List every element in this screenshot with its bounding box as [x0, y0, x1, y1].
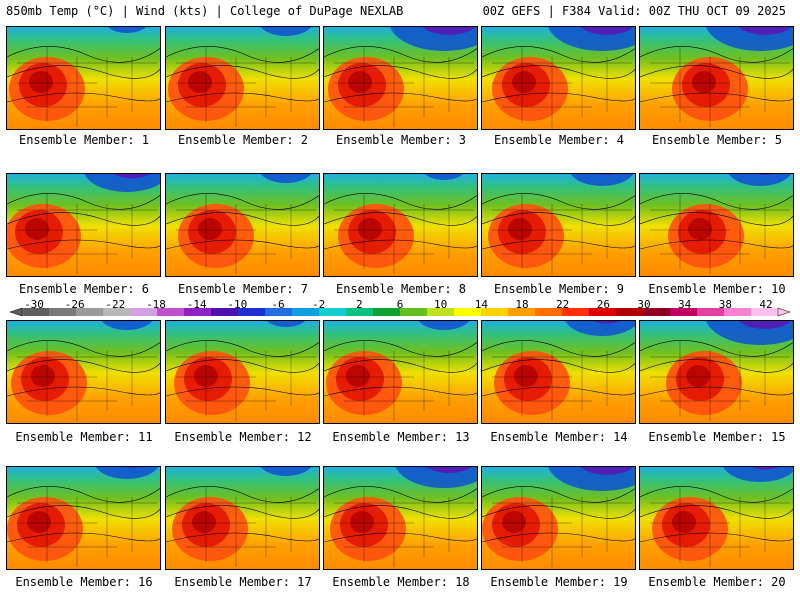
member-caption-11: Ensemble Member: 11: [15, 430, 153, 444]
member-map-6: [6, 173, 161, 277]
colorbar-tick-label: 2: [356, 298, 363, 311]
member-map-7: [165, 173, 320, 277]
colorbar-swatch: [427, 308, 455, 316]
colorbar-tick-label: -14: [186, 298, 207, 311]
member-caption-14: Ensemble Member: 14: [490, 430, 628, 444]
member-map-19: [481, 466, 636, 570]
colorbar-swatch: [562, 308, 590, 316]
colorbar-swatch: [643, 308, 671, 316]
member-caption-16: Ensemble Member: 16: [15, 575, 153, 589]
colorbar-swatch: [211, 308, 239, 316]
colorbar-swatch: [697, 308, 725, 316]
member-map-11: [6, 320, 161, 424]
member-map-1: [6, 26, 161, 130]
colorbar-tick-label: -30: [24, 298, 44, 311]
temperature-colorbar: [9, 307, 791, 317]
member-caption-19: Ensemble Member: 19: [490, 575, 628, 589]
member-caption-13: Ensemble Member: 13: [332, 430, 470, 444]
colorbar-swatch: [373, 308, 401, 316]
member-caption-12: Ensemble Member: 12: [174, 430, 312, 444]
colorbar-swatch: [508, 308, 536, 316]
colorbar-tick-label: 18: [515, 298, 529, 311]
member-map-9: [481, 173, 636, 277]
member-map-20: [639, 466, 794, 570]
member-caption-20: Ensemble Member: 20: [648, 575, 786, 589]
colorbar-swatch: [319, 308, 347, 316]
member-map-16: [6, 466, 161, 570]
colorbar-swatch: [670, 308, 698, 316]
colorbar-swatch: [76, 308, 104, 316]
colorbar-swatch: [238, 308, 266, 316]
colorbar-swatch: [481, 308, 509, 316]
member-map-3: [323, 26, 478, 130]
colorbar-tick-label: -22: [105, 298, 126, 311]
member-caption-15: Ensemble Member: 15: [648, 430, 786, 444]
member-map-4: [481, 26, 636, 130]
member-caption-8: Ensemble Member: 8: [335, 282, 467, 296]
colorbar-swatch: [103, 308, 131, 316]
colorbar-swatch: [589, 308, 617, 316]
member-map-13: [323, 320, 478, 424]
colorbar-tick-label: 34: [678, 298, 692, 311]
colorbar-tick-label: -6: [271, 298, 285, 311]
member-caption-3: Ensemble Member: 3: [335, 133, 467, 147]
colorbar-tick-label: -2: [312, 298, 326, 311]
colorbar-tick-label: 10: [434, 298, 448, 311]
member-map-2: [165, 26, 320, 130]
member-caption-7: Ensemble Member: 7: [177, 282, 309, 296]
member-caption-9: Ensemble Member: 9: [493, 282, 625, 296]
member-caption-6: Ensemble Member: 6: [18, 282, 150, 296]
colorbar-swatch: [292, 308, 320, 316]
colorbar-swatch: [535, 308, 563, 316]
member-map-14: [481, 320, 636, 424]
member-caption-18: Ensemble Member: 18: [332, 575, 470, 589]
colorbar-swatch: [22, 308, 50, 316]
member-caption-5: Ensemble Member: 5: [651, 133, 783, 147]
colorbar-swatch: [49, 308, 77, 316]
member-map-17: [165, 466, 320, 570]
colorbar-swatch: [346, 308, 374, 316]
run-valid-time: 00Z GEFS | F384 Valid: 00Z THU OCT 09 20…: [482, 4, 786, 18]
colorbar-swatch: [130, 308, 158, 316]
member-map-10: [639, 173, 794, 277]
colorbar-swatch: [184, 308, 212, 316]
member-caption-2: Ensemble Member: 2: [177, 133, 309, 147]
colorbar-swatch: [724, 308, 752, 316]
member-map-5: [639, 26, 794, 130]
member-caption-17: Ensemble Member: 17: [174, 575, 312, 589]
member-map-8: [323, 173, 478, 277]
member-caption-1: Ensemble Member: 1: [18, 133, 150, 147]
colorbar-swatch: [157, 308, 185, 316]
colorbar-tick-label: -10: [227, 298, 248, 311]
colorbar-swatch: [454, 308, 482, 316]
colorbar-tick-label: 38: [718, 298, 732, 311]
colorbar-tick-label: -26: [64, 298, 85, 311]
member-map-18: [323, 466, 478, 570]
product-title: 850mb Temp (°C) | Wind (kts) | College o…: [6, 4, 404, 18]
colorbar-tick-label: 42: [759, 298, 773, 311]
colorbar-tick-label: 26: [596, 298, 610, 311]
member-caption-10: Ensemble Member: 10: [648, 282, 786, 296]
colorbar-swatch: [616, 308, 644, 316]
colorbar-tick-label: 30: [637, 298, 651, 311]
colorbar-swatch: [751, 308, 779, 316]
colorbar-tick-label: 22: [556, 298, 570, 311]
member-map-12: [165, 320, 320, 424]
colorbar-tick-label: 14: [474, 298, 488, 311]
colorbar-swatch: [400, 308, 428, 316]
colorbar-tick-label: 6: [396, 298, 404, 311]
colorbar-swatch: [265, 308, 293, 316]
colorbar-tick-label: -18: [146, 298, 166, 311]
member-map-15: [639, 320, 794, 424]
member-caption-4: Ensemble Member: 4: [493, 133, 625, 147]
